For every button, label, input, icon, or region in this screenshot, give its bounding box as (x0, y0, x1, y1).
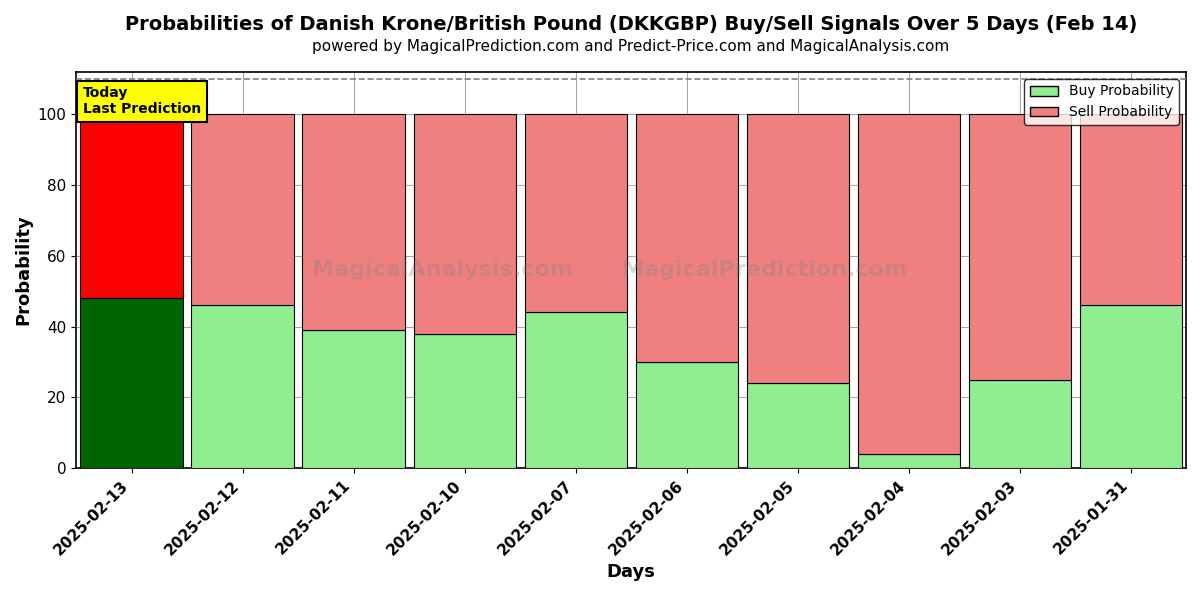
Bar (968, 380, 1070, 468)
Title: Probabilities of Danish Krone/British Pound (DKKGBP) Buy/Sell Signals Over 5 Day: Probabilities of Danish Krone/British Po… (125, 16, 1138, 34)
Bar (968, 115, 1070, 380)
Text: Today
Last Prediction: Today Last Prediction (83, 86, 200, 116)
Bar (636, 362, 738, 468)
X-axis label: Days: Days (607, 563, 655, 581)
Bar (302, 115, 404, 330)
Bar (636, 115, 738, 362)
Bar (192, 115, 294, 305)
Bar (414, 115, 516, 334)
Bar (524, 115, 626, 313)
Bar (80, 115, 182, 298)
Text: powered by MagicalPrediction.com and Predict-Price.com and MagicalAnalysis.com: powered by MagicalPrediction.com and Pre… (312, 39, 949, 54)
Bar (302, 330, 404, 468)
Bar (414, 334, 516, 468)
Text: MagicalAnalysis.com: MagicalAnalysis.com (312, 260, 572, 280)
Bar (746, 383, 848, 468)
Bar (858, 454, 960, 468)
Bar (746, 115, 848, 383)
Bar (80, 298, 182, 468)
Bar (192, 305, 294, 468)
Legend: Buy Probability, Sell Probability: Buy Probability, Sell Probability (1025, 79, 1180, 125)
Bar (858, 115, 960, 454)
Y-axis label: Probability: Probability (14, 215, 32, 325)
Bar (1080, 115, 1182, 305)
Bar (524, 313, 626, 468)
Text: MagicalPrediction.com: MagicalPrediction.com (622, 260, 907, 280)
Bar (1080, 305, 1182, 468)
